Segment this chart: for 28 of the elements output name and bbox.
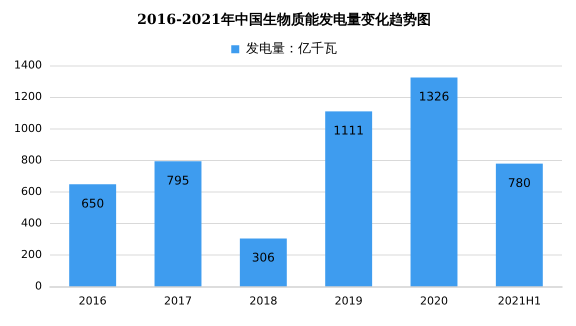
bar	[69, 184, 116, 286]
data-label: 650	[81, 196, 104, 210]
y-tick-label: 1400	[14, 58, 42, 72]
chart-title: 2016-2021年中国生物质能发电量变化趋势图	[137, 11, 431, 28]
data-label: 795	[166, 173, 190, 188]
data-label: 780	[508, 176, 531, 190]
y-tick-label: 800	[20, 153, 42, 166]
y-tick-label: 200	[20, 248, 42, 262]
bar	[154, 161, 202, 286]
y-tick-label: 1200	[14, 90, 42, 104]
y-tick-label: 600	[20, 184, 42, 198]
x-tick-label: 2016	[78, 294, 107, 308]
x-tick-label: 2017	[164, 294, 192, 308]
bar	[240, 238, 287, 286]
x-tick-label: 2018	[249, 294, 278, 308]
y-tick-label: 1000	[14, 122, 42, 135]
x-tick-label: 2019	[334, 294, 363, 308]
bar	[325, 111, 372, 286]
y-tick-label: 400	[20, 216, 42, 230]
data-label: 306	[252, 250, 275, 265]
legend-label: 发电量：亿千瓦	[246, 42, 337, 57]
bar	[410, 77, 458, 286]
data-label: 1111	[333, 124, 364, 138]
x-tick-label: 2021H1	[498, 294, 541, 308]
y-tick-label: 0	[34, 280, 42, 293]
x-tick-label: 2020	[420, 294, 448, 308]
bar	[496, 164, 543, 286]
data-label: 1326	[418, 90, 450, 104]
